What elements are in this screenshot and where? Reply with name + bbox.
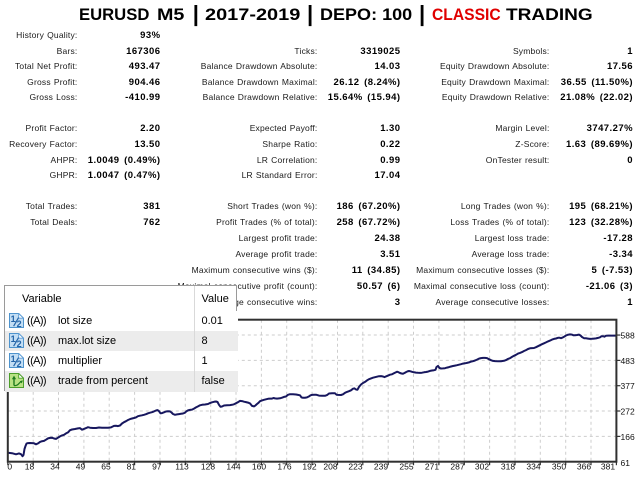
svg-text:255: 255 bbox=[399, 462, 413, 472]
svg-text:271: 271 bbox=[425, 462, 439, 472]
svg-text:318: 318 bbox=[501, 462, 515, 472]
svg-text:192: 192 bbox=[302, 462, 316, 472]
svg-text:334: 334 bbox=[526, 462, 540, 472]
svg-text:18: 18 bbox=[25, 462, 35, 472]
svg-text:144: 144 bbox=[226, 462, 240, 472]
svg-text:113: 113 bbox=[175, 462, 189, 472]
svg-text:97: 97 bbox=[152, 462, 162, 472]
svg-text:483: 483 bbox=[621, 356, 635, 366]
svg-text:65: 65 bbox=[101, 462, 111, 472]
svg-text:160: 160 bbox=[252, 462, 266, 472]
svg-text:377: 377 bbox=[621, 381, 635, 391]
svg-text:61: 61 bbox=[621, 458, 631, 468]
svg-text:128: 128 bbox=[201, 462, 215, 472]
svg-text:302: 302 bbox=[475, 462, 489, 472]
svg-text:223: 223 bbox=[348, 462, 362, 472]
svg-text:2: 2 bbox=[16, 339, 21, 348]
svg-text:2: 2 bbox=[16, 359, 21, 368]
svg-text:287: 287 bbox=[450, 462, 464, 472]
svg-text:366: 366 bbox=[577, 462, 591, 472]
svg-text:1: 1 bbox=[10, 354, 15, 364]
svg-text:208: 208 bbox=[323, 462, 337, 472]
svg-text:350: 350 bbox=[552, 462, 566, 472]
svg-text:272: 272 bbox=[621, 407, 635, 417]
svg-text:49: 49 bbox=[76, 462, 86, 472]
svg-text:381: 381 bbox=[601, 462, 615, 472]
svg-text:239: 239 bbox=[374, 462, 388, 472]
svg-text:1: 1 bbox=[10, 314, 15, 324]
svg-text:0: 0 bbox=[7, 462, 12, 472]
svg-text:34: 34 bbox=[50, 462, 60, 472]
svg-text:176: 176 bbox=[277, 462, 291, 472]
svg-text:1: 1 bbox=[10, 334, 15, 344]
svg-text:166: 166 bbox=[621, 432, 635, 442]
svg-text:81: 81 bbox=[127, 462, 137, 472]
svg-text:2: 2 bbox=[16, 319, 21, 328]
svg-text:588: 588 bbox=[621, 331, 635, 341]
